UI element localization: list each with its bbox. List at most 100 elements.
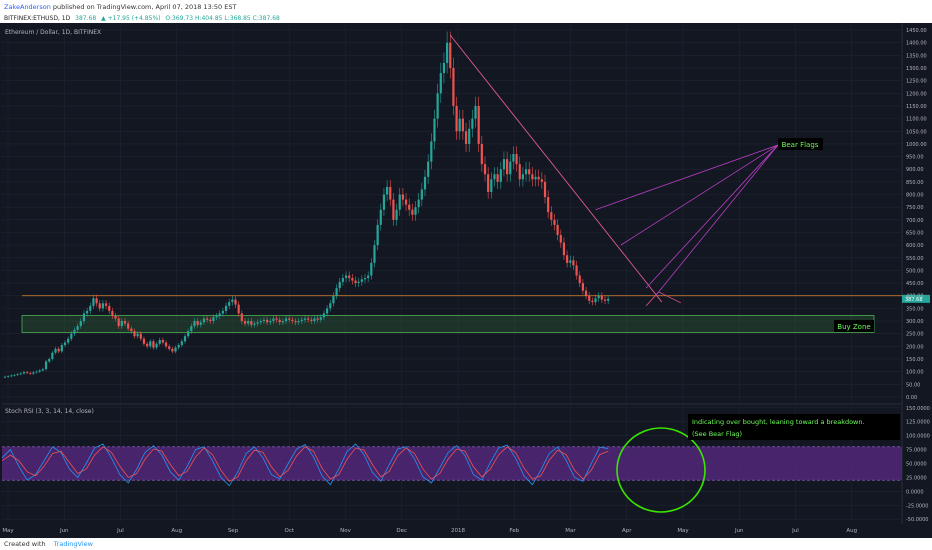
tradingview-logo[interactable]: TradingView <box>53 540 93 548</box>
candle-body <box>174 347 177 352</box>
candle-body <box>44 361 48 370</box>
ticker-last: 387.68 <box>75 15 97 22</box>
candle-body <box>307 318 310 320</box>
candle-body <box>468 128 471 144</box>
candle-body <box>130 328 133 332</box>
candle-body <box>471 118 474 129</box>
candle-body <box>104 303 108 306</box>
candle-body <box>237 304 240 314</box>
candle-body <box>569 260 572 263</box>
candle-body <box>206 318 209 320</box>
time-axis[interactable]: May Jun Jul Aug Sep Oct Nov Dec 2018 Feb Mar Apr May… <box>2 528 857 534</box>
candle-body <box>281 321 284 323</box>
price-tick-label: 0.00 <box>906 395 917 401</box>
candle-body <box>117 318 120 327</box>
candle-body <box>48 358 51 362</box>
candle-body <box>3 376 7 378</box>
candle-body <box>275 318 278 320</box>
rsi-k-line <box>1 443 609 487</box>
candle-body <box>57 348 60 352</box>
rsi-tick-label: 25.0000 <box>906 475 927 481</box>
candle-body <box>180 341 183 346</box>
candle-body <box>164 342 168 347</box>
candle-body <box>171 348 174 352</box>
candle-body <box>247 321 250 324</box>
candle-body <box>278 319 281 323</box>
candle-body <box>16 374 19 375</box>
price-tick-label: 150.00 <box>906 357 924 363</box>
candle-body <box>566 255 569 263</box>
indicator-title: Stoch RSI (3, 3, 14, 14, close) <box>5 408 94 415</box>
time-tick-label: Aug <box>171 528 182 534</box>
time-tick-label: Apr <box>622 528 632 534</box>
candle-body <box>253 323 256 325</box>
candle-body <box>234 299 237 305</box>
rsi-d-line <box>1 446 609 482</box>
candle-body <box>338 281 341 289</box>
candle-body <box>446 42 449 63</box>
candle-body <box>92 298 95 306</box>
candle-body <box>423 176 427 190</box>
candle-body <box>515 154 518 165</box>
time-tick-label: Jul <box>116 528 124 534</box>
time-tick-label: May <box>677 528 689 534</box>
time-tick-label: May <box>2 528 14 534</box>
candle-body <box>142 338 146 344</box>
candle-body <box>543 181 547 198</box>
candle-body <box>439 73 442 94</box>
price-axis[interactable]: 1450.00 1400.00 1350.00 1300.00 1250.00 1200.… <box>906 28 930 523</box>
price-tick-label: 250.00 <box>906 332 924 338</box>
candle-body <box>168 346 171 349</box>
candle-body <box>386 186 389 195</box>
candle-body <box>155 343 158 348</box>
candle-body <box>313 318 316 322</box>
candle-body <box>588 295 591 301</box>
candle-body <box>433 118 436 142</box>
current-price-label: 387.68 <box>905 297 923 303</box>
candle-body <box>259 321 262 323</box>
trading-chart[interactable]: Bear Flags Buy Zone 387.68 Indicating over… <box>0 23 932 538</box>
candle-body <box>487 174 490 192</box>
bear-flag-triangle <box>645 291 681 307</box>
candle-body <box>528 169 531 175</box>
candle-body <box>149 341 152 347</box>
rsi-annotation-line1: Indicating over bought, leaning toward a… <box>692 418 865 426</box>
price-tick-label: 950.00 <box>906 155 924 161</box>
rsi-tick-label: -50.0000 <box>906 517 928 523</box>
candle-body <box>417 199 420 208</box>
price-tick-label: 1350.00 <box>906 53 927 59</box>
chart-title: Ethereum / Dollar, 1D, BITFINEX <box>5 29 101 36</box>
price-tick-label: 300.00 <box>906 319 924 325</box>
bear-flag-pointer <box>645 144 779 289</box>
candle-body <box>518 164 521 180</box>
candle-body <box>326 308 329 314</box>
candle-body <box>322 313 326 318</box>
ticker-bar: BITFINEX:ETHUSD, 1D 387.68 ▲ +17.95 (+4.… <box>0 14 932 23</box>
candle-body <box>521 174 524 180</box>
candle-body <box>95 298 98 304</box>
candle-body <box>266 319 269 323</box>
candle-body <box>502 159 506 170</box>
candle-body <box>370 262 373 276</box>
candle-body <box>146 343 149 347</box>
time-tick-label: Jun <box>59 528 69 534</box>
author-link[interactable]: ZakeAnderson <box>4 3 51 11</box>
candle-body <box>461 118 464 132</box>
ticker-symbol: BITFINEX:ETHUSD, 1D <box>4 15 71 22</box>
candle-body <box>464 131 468 144</box>
candle-body <box>297 321 300 323</box>
candle-body <box>13 374 16 376</box>
candle-body <box>51 352 54 359</box>
candle-body <box>158 340 161 344</box>
price-tick-label: 400.00 <box>906 294 924 300</box>
candle-body <box>120 321 123 327</box>
rsi-tick-label: 75.0000 <box>906 448 927 454</box>
stoch-rsi-pane: Indicating over bought, leaning toward a… <box>1 414 902 513</box>
rsi-band <box>2 446 902 481</box>
candle-body <box>474 105 477 119</box>
candle-body <box>38 370 41 372</box>
candle-body <box>575 265 578 276</box>
candle-body <box>272 318 275 322</box>
candle-body <box>540 179 543 182</box>
candle-body <box>29 372 32 374</box>
